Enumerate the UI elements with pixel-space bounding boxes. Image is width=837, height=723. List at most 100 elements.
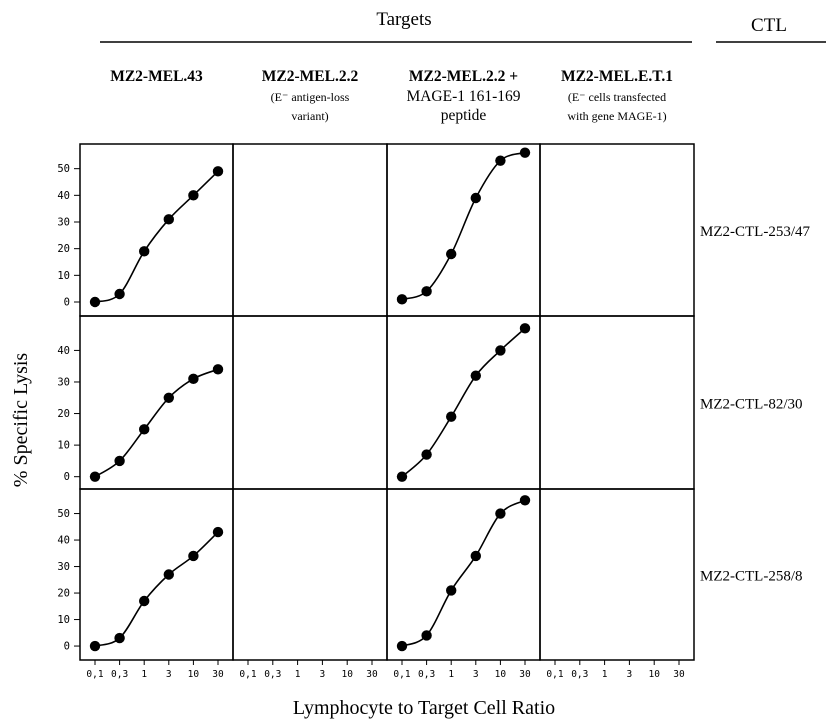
y-tick-label: 30 (57, 217, 70, 229)
y-axis-label: % Specific Lysis (10, 353, 32, 488)
data-point (495, 345, 506, 356)
data-point (188, 373, 199, 385)
x-axis-label: Lymphocyte to Target Cell Ratio (293, 697, 555, 719)
data-point (212, 364, 224, 375)
y-tick-label: 20 (57, 243, 70, 255)
panel-grid (79, 143, 695, 661)
data-point (421, 449, 432, 460)
x-tick-label: 10 (341, 669, 353, 680)
column-title: MZ2-MEL.2.2 + (409, 68, 518, 85)
x-tick-label: 10 (495, 669, 507, 680)
series-line (94, 531, 219, 647)
column-subtitle-line: (E⁻ cells transfected (568, 90, 666, 104)
y-tick-label: 30 (57, 376, 70, 388)
data-point (519, 323, 531, 334)
row-label: MZ2-CTL-258/8 (700, 569, 803, 585)
column-title: MZ2-MEL.2.2 (262, 68, 359, 85)
x-tick-label: 3 (473, 669, 479, 680)
panel-frame (79, 315, 234, 490)
series-line (94, 170, 219, 303)
series-line (401, 499, 526, 647)
x-tick-label: 0,1 (86, 669, 103, 680)
y-tick-labels: 0 10 20 30 40 50 0 10 20 30 40 0 10 20 30 40 50 (57, 163, 80, 653)
x-tick-label: 3 (627, 669, 633, 680)
panel-frame (539, 488, 695, 661)
x-tick-label: 1 (295, 669, 301, 680)
panel-frame (79, 488, 234, 661)
data-point (163, 569, 174, 580)
panel-frame (232, 315, 388, 490)
data-point (114, 288, 125, 300)
x-tick-label: 0,1 (393, 669, 410, 680)
data-point (470, 192, 481, 204)
column-title: MZ2-MEL.E.T.1 (561, 68, 673, 85)
data-point (519, 147, 531, 158)
x-tick-label: 30 (673, 669, 685, 680)
data-point (114, 632, 125, 644)
data-point (396, 640, 408, 652)
y-tick-label: 0 (64, 297, 70, 309)
y-tick-label: 50 (57, 508, 70, 520)
y-tick-label: 20 (57, 588, 70, 600)
panel-frame (386, 488, 541, 661)
x-tick-label: 0,3 (264, 669, 281, 680)
x-tick-label: 1 (602, 669, 608, 680)
x-tick-label: 1 (141, 669, 147, 680)
data-point (446, 248, 457, 260)
data-point (89, 640, 101, 652)
data-point (495, 155, 506, 166)
data-point (139, 595, 150, 607)
data-point (139, 246, 150, 257)
targets-header: Targets (376, 9, 431, 30)
column-subtitle-line: with gene MAGE-1) (567, 109, 666, 123)
x-tick-label: 30 (519, 669, 531, 680)
row-label: MZ2-CTL-82/30 (700, 397, 803, 413)
panel-frame (386, 315, 541, 490)
series-line (401, 327, 526, 478)
data-point (163, 214, 174, 225)
panel-frame (232, 488, 388, 661)
x-tick-label: 3 (320, 669, 326, 680)
series-line (94, 368, 219, 478)
x-tick-label: 0,1 (546, 669, 563, 680)
x-tick-label: 30 (212, 669, 224, 680)
y-tick-label: 0 (64, 471, 70, 483)
data-point (396, 294, 408, 305)
panel-frame (539, 315, 695, 490)
data-point (139, 424, 150, 435)
column-subtitle-line: peptide (441, 107, 487, 124)
x-tick-label: 1 (448, 669, 454, 680)
y-tick-label: 40 (57, 190, 70, 202)
panel-frame (79, 143, 234, 317)
ctl-header: CTL (751, 15, 787, 36)
header-group: Targets CTL (100, 9, 826, 43)
x-tick-label: 0,3 (418, 669, 435, 680)
x-tick-labels: 0,1 0,3 1 3 10 30 0,1 0,3 1 3 10 30 0,1 0,3 1 3 10 30 0,1 0… (86, 660, 685, 680)
row-labels: MZ2-CTL-253/47 MZ2-CTL-82/30 MZ2-CTL-258/8 (700, 224, 810, 585)
data-point (396, 471, 408, 482)
y-tick-label: 30 (57, 561, 70, 573)
data-point (495, 508, 506, 519)
y-tick-label: 20 (57, 408, 70, 420)
column-subtitle-line: (E⁻ antigen-loss (271, 90, 350, 104)
x-tick-label: 0,1 (239, 669, 256, 680)
data-point (212, 166, 224, 177)
x-tick-label: 10 (648, 669, 660, 680)
y-tick-label: 50 (57, 163, 70, 175)
data-point (446, 411, 457, 422)
y-tick-label: 10 (57, 270, 70, 282)
data-point (188, 190, 199, 201)
column-subtitle-line: MAGE-1 161-169 (406, 88, 520, 105)
data-point (89, 471, 101, 482)
panel-frame (539, 143, 695, 317)
column-headers: MZ2-MEL.43 MZ2-MEL.2.2 (E⁻ antigen-loss var… (110, 68, 673, 124)
x-tick-label: 10 (188, 669, 200, 680)
y-tick-label: 40 (57, 345, 70, 357)
data-point (470, 550, 481, 562)
panel-frame (386, 143, 541, 317)
x-tick-label: 3 (166, 669, 172, 680)
data-point (446, 585, 457, 596)
y-tick-label: 10 (57, 614, 70, 626)
data-point (89, 296, 101, 308)
data-point (163, 392, 174, 403)
